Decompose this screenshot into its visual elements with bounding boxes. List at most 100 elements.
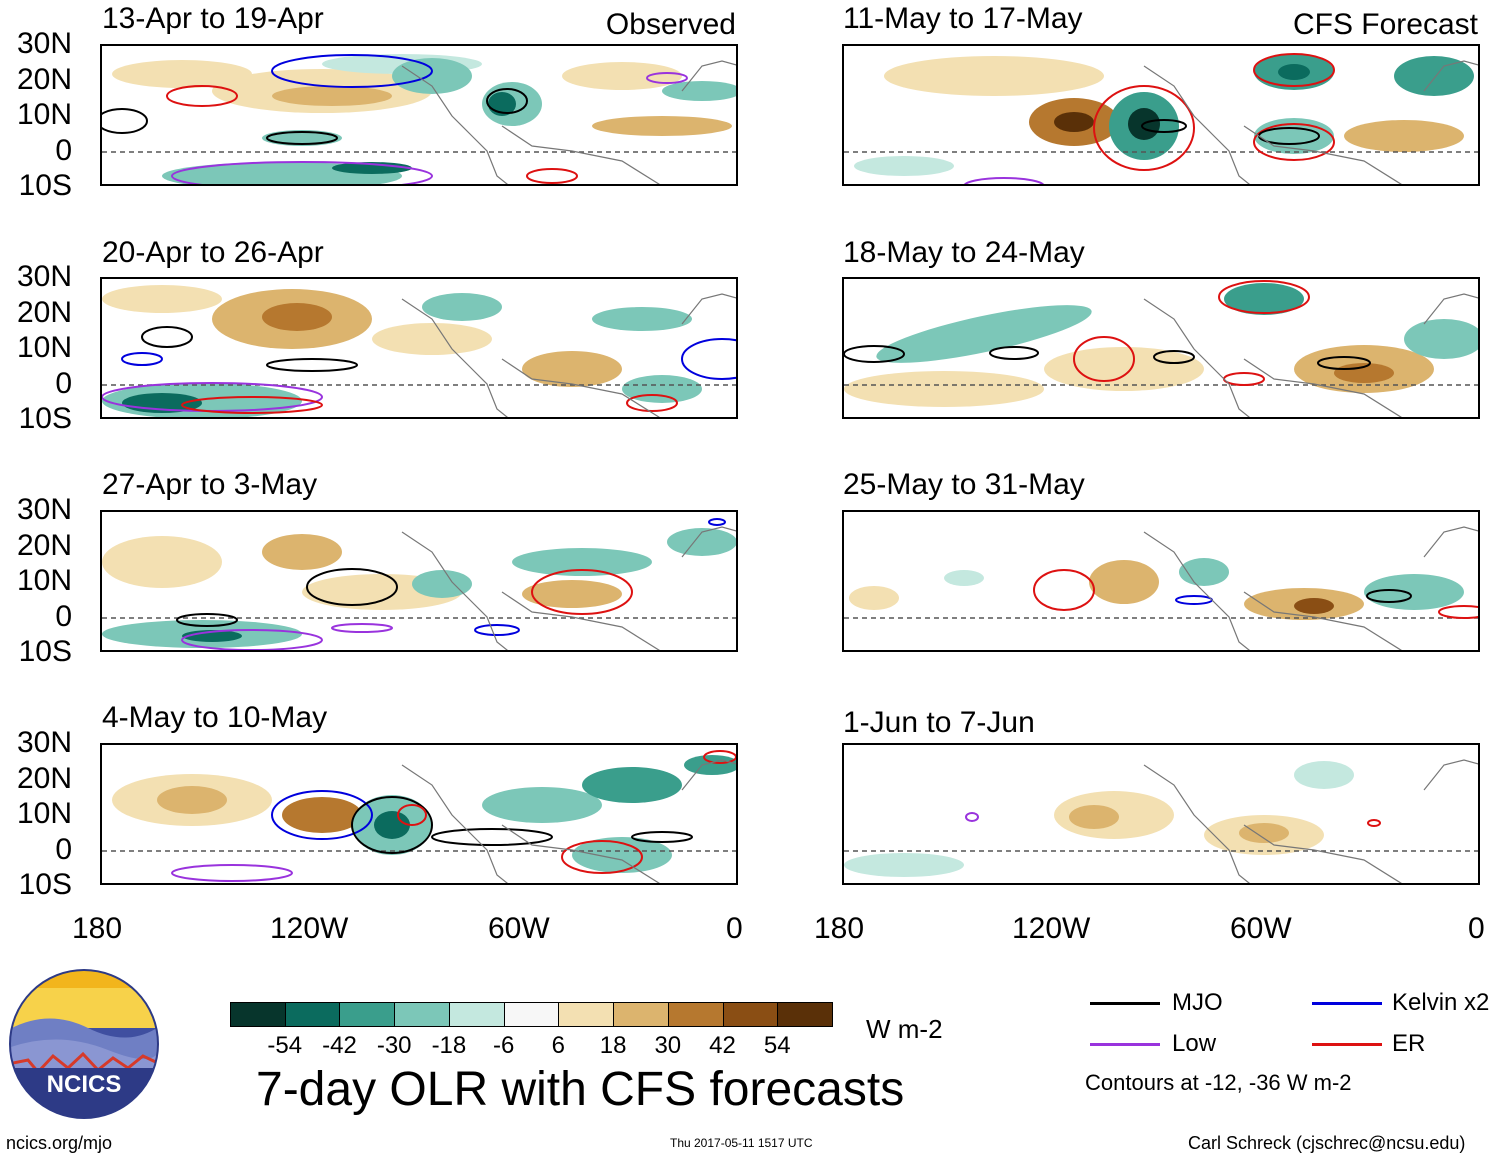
lat-label: 10N [16, 98, 72, 131]
panel-title: 13-Apr to 19-Apr [102, 2, 324, 35]
coastline [401, 759, 736, 883]
lat-label: 30N [16, 726, 72, 759]
footer-timestamp: Thu 2017-05-11 1517 UTC [670, 1136, 813, 1150]
lat-label: 30N [16, 493, 72, 526]
colorbar-swatch [613, 1002, 669, 1027]
wave-contours [176, 518, 726, 650]
olr-shading [844, 761, 1354, 877]
legend-line-kelvin [1312, 1002, 1382, 1005]
lat-label: 10S [18, 402, 72, 435]
lat-label: 10N [16, 331, 72, 364]
lat-label: 30N [16, 27, 72, 60]
lat-label: 10N [16, 797, 72, 830]
lat-label: 10S [18, 169, 72, 202]
lat-label: 10N [16, 564, 72, 597]
legend-label: ER [1392, 1030, 1426, 1057]
olr-map-panel-2 [100, 277, 738, 419]
panel-title: 25-May to 31-May [843, 468, 1085, 501]
colorbar-tick: 42 [709, 1032, 736, 1059]
footer-url[interactable]: ncics.org/mjo [6, 1133, 113, 1153]
lon-label: 180 [814, 912, 865, 945]
coastline [401, 293, 736, 417]
lat-label: 30N [16, 260, 72, 293]
coastline [401, 526, 736, 650]
legend-line-er [1312, 1043, 1382, 1046]
panel-title: 27-Apr to 3-May [102, 468, 318, 501]
lat-label: 10S [18, 635, 72, 668]
colorbar-tick: 6 [551, 1032, 566, 1059]
olr-shading [102, 285, 702, 417]
contour-note: Contours at -12, -36 W m-2 [1085, 1070, 1352, 1095]
colorbar-tick: 54 [763, 1032, 791, 1059]
footer-credit: Carl Schreck (cjschrec@ncsu.edu) [1188, 1133, 1466, 1153]
panel-tag: Observed [605, 8, 736, 41]
colorbar-tick: 30 [654, 1032, 682, 1059]
olr-map-panel-1 [100, 44, 738, 186]
wave-contours [844, 280, 1371, 386]
panel-title: 18-May to 24-May [843, 236, 1085, 269]
colorbar-swatch [448, 1002, 505, 1027]
lon-label: 120W [270, 912, 349, 945]
olr-map-panel-5 [842, 44, 1480, 186]
legend-label: MJO [1172, 989, 1223, 1016]
legend-line-mjo [1090, 1002, 1160, 1005]
lat-label: 0 [55, 832, 72, 866]
olr-shading [844, 283, 1478, 407]
coastline [1143, 60, 1478, 184]
colorbar-units: W m-2 [866, 1014, 943, 1044]
lat-label: 0 [55, 599, 72, 633]
colorbar-ticks: -54 -42 -30 -18 -6 6 18 30 42 54 [230, 1030, 832, 1060]
coastline [1143, 293, 1478, 417]
colorbar-tick: -6 [492, 1032, 515, 1059]
ncics-logo: NCICS [8, 968, 160, 1120]
colorbar-swatch [558, 1002, 615, 1027]
colorbar-tick: 18 [599, 1032, 627, 1059]
panel-title: 1-Jun to 7-Jun [843, 706, 1035, 739]
legend-line-low [1090, 1043, 1160, 1046]
olr-map-panel-6 [842, 277, 1480, 419]
lat-label: 20N [16, 295, 72, 329]
lat-label: 20N [16, 62, 72, 96]
lon-label: 120W [1012, 912, 1091, 945]
colorbar-swatch [667, 1002, 724, 1027]
wave-contours [963, 53, 1335, 184]
olr-map-panel-4 [100, 743, 738, 885]
panel-title: 11-May to 17-May [843, 2, 1083, 35]
colorbar-tick: -18 [431, 1032, 467, 1059]
legend-label: Kelvin x2 [1392, 989, 1490, 1016]
lat-label: 0 [55, 366, 72, 400]
colorbar-swatch [284, 1002, 341, 1027]
olr-map-panel-3 [100, 510, 738, 652]
colorbar-swatch [394, 1002, 450, 1027]
colorbar [230, 1002, 833, 1027]
olr-map-panel-8 [842, 743, 1480, 885]
colorbar-swatch [339, 1002, 396, 1027]
colorbar-tick: -42 [322, 1032, 357, 1059]
colorbar-tick: -54 [267, 1032, 303, 1059]
panel-title: 20-Apr to 26-Apr [102, 236, 324, 269]
coastline [1143, 526, 1478, 650]
coastline [401, 60, 736, 184]
colorbar-swatch [777, 1002, 833, 1027]
lat-label: 20N [16, 761, 72, 795]
lat-label: 20N [16, 528, 72, 562]
colorbar-swatch [722, 1002, 779, 1027]
figure-title: 7-day OLR with CFS forecasts [256, 1063, 905, 1116]
lon-label: 0 [1468, 912, 1485, 945]
olr-shading [849, 558, 1464, 620]
olr-map-panel-7 [842, 510, 1480, 652]
lon-label: 60W [488, 912, 550, 945]
panel-tag: CFS Forecast [1292, 8, 1478, 41]
colorbar-tick: -30 [376, 1032, 412, 1059]
lat-label: 0 [55, 133, 72, 167]
wave-contours [171, 750, 736, 882]
olr-shading [102, 528, 736, 648]
logo-text: NCICS [47, 1071, 122, 1098]
panel-title: 4-May to 10-May [102, 701, 328, 734]
lon-label: 0 [726, 912, 743, 945]
lon-label: 180 [72, 912, 123, 945]
olr-shading [854, 54, 1474, 176]
wave-contours [102, 326, 736, 414]
colorbar-swatch [230, 1002, 286, 1027]
lon-label: 60W [1230, 912, 1292, 945]
